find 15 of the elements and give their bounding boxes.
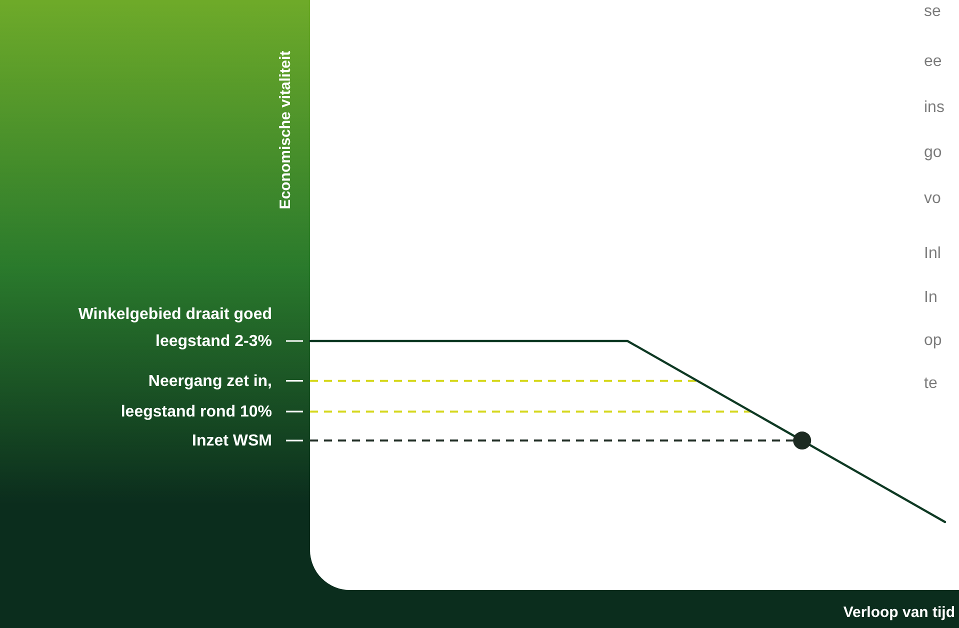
text: ins: [924, 99, 944, 116]
annotation: op: [924, 332, 942, 349]
text: vo: [924, 190, 941, 207]
text: Economische vitaliteit: [277, 50, 294, 210]
text: Inl: [924, 245, 941, 262]
text: se: [924, 3, 941, 20]
ref-line-label: Inzet WSM: [192, 432, 272, 450]
annotation: Winkelgebied draait goed leegstand 2-3%: [78, 306, 272, 350]
text: ee: [924, 53, 942, 70]
ref-line-label: leegstand rond 10%: [120, 404, 272, 421]
annotation: te: [924, 375, 938, 392]
text: In: [924, 289, 938, 306]
text: Verloop van tijd: [843, 604, 955, 621]
ref-line-label: Neergang zet in,: [148, 372, 272, 390]
text: go: [924, 144, 942, 161]
